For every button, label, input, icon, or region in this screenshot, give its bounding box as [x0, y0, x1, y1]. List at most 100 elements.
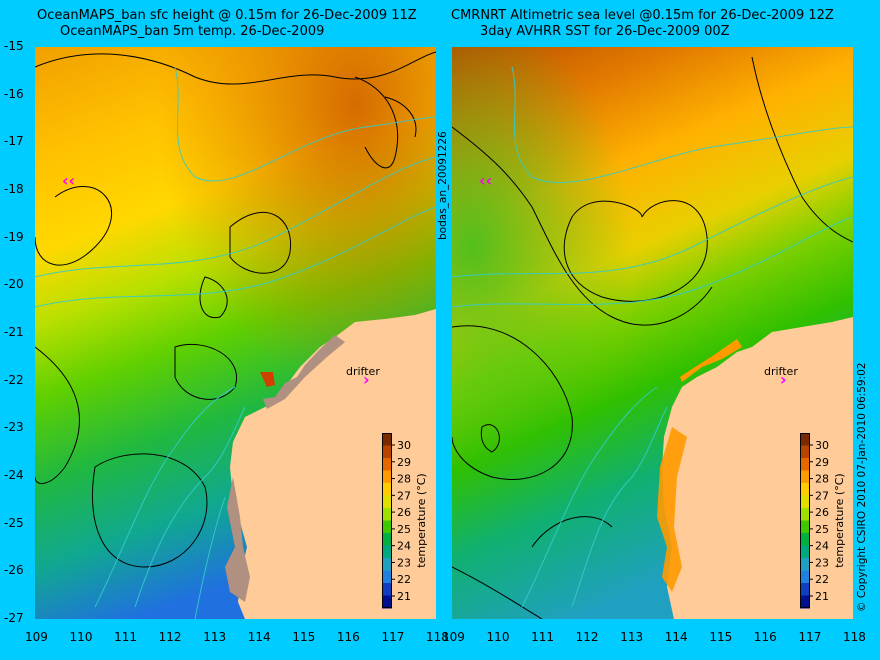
colorbar-label: temperature (°C): [833, 473, 846, 567]
colorbar-tick-label: 22: [815, 573, 829, 586]
y-tick-label: -26: [4, 563, 24, 578]
colorbar-swatch: [382, 545, 392, 559]
y-tick-label: -21: [4, 325, 24, 339]
svg-text:›: ›: [780, 370, 787, 389]
colorbar-swatch: [800, 533, 810, 546]
right-title-line2: 3day AVHRR SST for 26-Dec-2009 00Z: [480, 24, 730, 39]
colorbar-swatch: [800, 520, 810, 534]
y-tick-label: -16: [4, 86, 24, 101]
x-tick-label: 111: [531, 630, 555, 644]
colorbar-swatch: [800, 445, 810, 459]
y-tick-label: -15: [4, 39, 24, 53]
y-tick-label: -23: [4, 420, 24, 435]
y-tick-label: -25: [4, 515, 24, 530]
colorbar-label: temperature (°C): [415, 473, 428, 567]
x-tick-label: 112: [158, 630, 182, 644]
right-bathymetry: [452, 66, 853, 608]
x-tick-label: 117: [381, 630, 405, 644]
x-tick-label: 116: [336, 630, 360, 644]
colorbar-tick-label: 24: [815, 540, 829, 553]
colorbar-swatch: [382, 495, 392, 509]
right-title-line1: CMRNRT Altimetric sea level @0.15m for 2…: [451, 8, 834, 23]
x-tick-label: 115: [709, 630, 733, 644]
middle-vertical-label: bodas_an_20091226: [437, 131, 449, 240]
colorbar-tick-label: 23: [815, 556, 829, 569]
colorbar-tick-label: 30: [397, 439, 411, 452]
colorbar-tick-label: 25: [397, 523, 411, 536]
y-tick-label: -27: [4, 611, 24, 625]
colorbar-swatch: [382, 470, 392, 484]
colorbar-swatch: [382, 533, 392, 546]
x-tick-label: 118: [426, 630, 449, 644]
right-drifter-label: drifter: [764, 365, 798, 378]
left-map-panel: ‹‹ ›: [35, 47, 436, 619]
x-tick-label: 112: [575, 630, 599, 644]
colorbar-swatch: [800, 458, 810, 471]
y-tick-label: -19: [4, 229, 24, 244]
colorbar-swatch: [800, 558, 810, 571]
colorbar-tick-label: 22: [397, 573, 411, 586]
x-tick-label: 110: [69, 630, 93, 644]
y-tick-label: -20: [4, 277, 24, 292]
y-tick-label: -24: [4, 468, 24, 482]
x-tick-label: 114: [664, 630, 688, 644]
colorbar-tick-label: 23: [397, 556, 411, 569]
colorbar-tick-label: 29: [397, 456, 411, 469]
colorbar-swatch: [382, 433, 392, 446]
x-tick-label: 113: [620, 630, 644, 644]
colorbar-swatch: [800, 570, 810, 584]
colorbar-swatch: [382, 445, 392, 459]
colorbar-tick-label: 26: [815, 506, 829, 519]
colorbar-tick-label: 28: [397, 473, 411, 486]
colorbar-swatch: [800, 433, 810, 446]
colorbar-swatch: [382, 508, 392, 521]
colorbar-swatch: [382, 595, 392, 609]
colorbar-tick-label: 28: [815, 473, 829, 486]
svg-text:‹‹: ‹‹: [62, 171, 75, 190]
y-tick-label: -18: [4, 182, 24, 196]
colorbar-tick-label: 27: [397, 489, 411, 502]
colorbar-tick-label: 27: [815, 489, 829, 502]
x-tick-label: 118: [843, 630, 866, 644]
x-tick-label: 117: [798, 630, 822, 644]
colorbar-swatch: [800, 583, 810, 596]
copyright-label: © Copyright CSIRO 2010 07-Jan-2010 06:59…: [856, 362, 868, 612]
svg-text:›: ›: [363, 370, 370, 389]
left-title-line2: OceanMAPS_ban 5m temp. 26-Dec-2009: [60, 24, 325, 39]
colorbar-graphic: 30 29 28 27 26 25 24 23 22 21 temperature (°C): [382, 433, 428, 609]
colorbar-tick-label: 21: [397, 590, 411, 603]
y-tick-label: -17: [4, 134, 24, 149]
colorbar-swatch: [382, 570, 392, 584]
colorbar-swatch: [800, 595, 810, 609]
colorbar-swatch: [382, 483, 392, 496]
colorbar-swatch: [800, 495, 810, 509]
left-contours: [35, 51, 436, 568]
colorbar-swatch: [800, 508, 810, 521]
colorbar-tick-label: 29: [815, 456, 829, 469]
svg-text:‹‹: ‹‹: [479, 171, 492, 190]
x-tick-label: 114: [247, 630, 271, 644]
colorbar-tick-label: 24: [397, 540, 411, 553]
right-contours: [452, 56, 853, 619]
x-tick-label: 109: [25, 630, 48, 644]
x-tick-label: 116: [753, 630, 777, 644]
colorbar-swatch: [800, 545, 810, 559]
right-map-panel: ‹‹ ›: [452, 47, 853, 619]
colorbar-tick-label: 25: [815, 523, 829, 536]
colorbar-swatch: [382, 583, 392, 596]
colorbar-tick-label: 26: [397, 506, 411, 519]
x-tick-label: 111: [114, 630, 138, 644]
colorbar-graphic: 30 29 28 27 26 25 24 23 22 21 temperature (°C): [800, 433, 846, 609]
y-tick-label: -22: [4, 372, 24, 387]
left-title-line1: OceanMAPS_ban sfc height @ 0.15m for 26-…: [37, 8, 417, 23]
x-tick-label: 109: [442, 630, 465, 644]
colorbar-tick-label: 30: [815, 439, 829, 452]
left-drifter-label: drifter: [346, 365, 380, 378]
x-tick-label: 110: [486, 630, 510, 644]
colorbar-tick-label: 21: [815, 590, 829, 603]
colorbar-swatch: [382, 458, 392, 471]
x-tick-label: 115: [292, 630, 316, 644]
colorbar-swatch: [800, 483, 810, 496]
x-tick-label: 113: [203, 630, 227, 644]
